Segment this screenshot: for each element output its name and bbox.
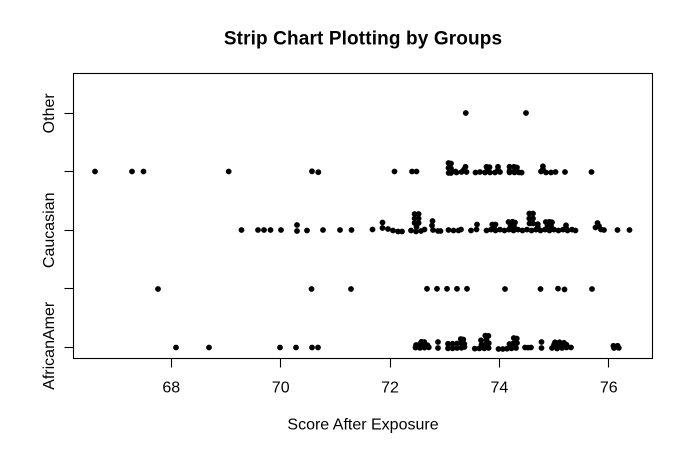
svg-text:70: 70 [272, 380, 290, 397]
svg-text:AfricanAmer: AfricanAmer [41, 301, 58, 390]
svg-text:72: 72 [381, 380, 399, 397]
svg-text:76: 76 [600, 380, 618, 397]
svg-text:74: 74 [491, 380, 509, 397]
svg-text:Score After Exposure: Score After Exposure [287, 417, 438, 434]
svg-text:Strip Chart Plotting by Groups: Strip Chart Plotting by Groups [224, 29, 502, 50]
svg-text:68: 68 [162, 380, 180, 397]
svg-text:Caucasian: Caucasian [41, 192, 58, 268]
svg-text:Other: Other [41, 93, 58, 134]
